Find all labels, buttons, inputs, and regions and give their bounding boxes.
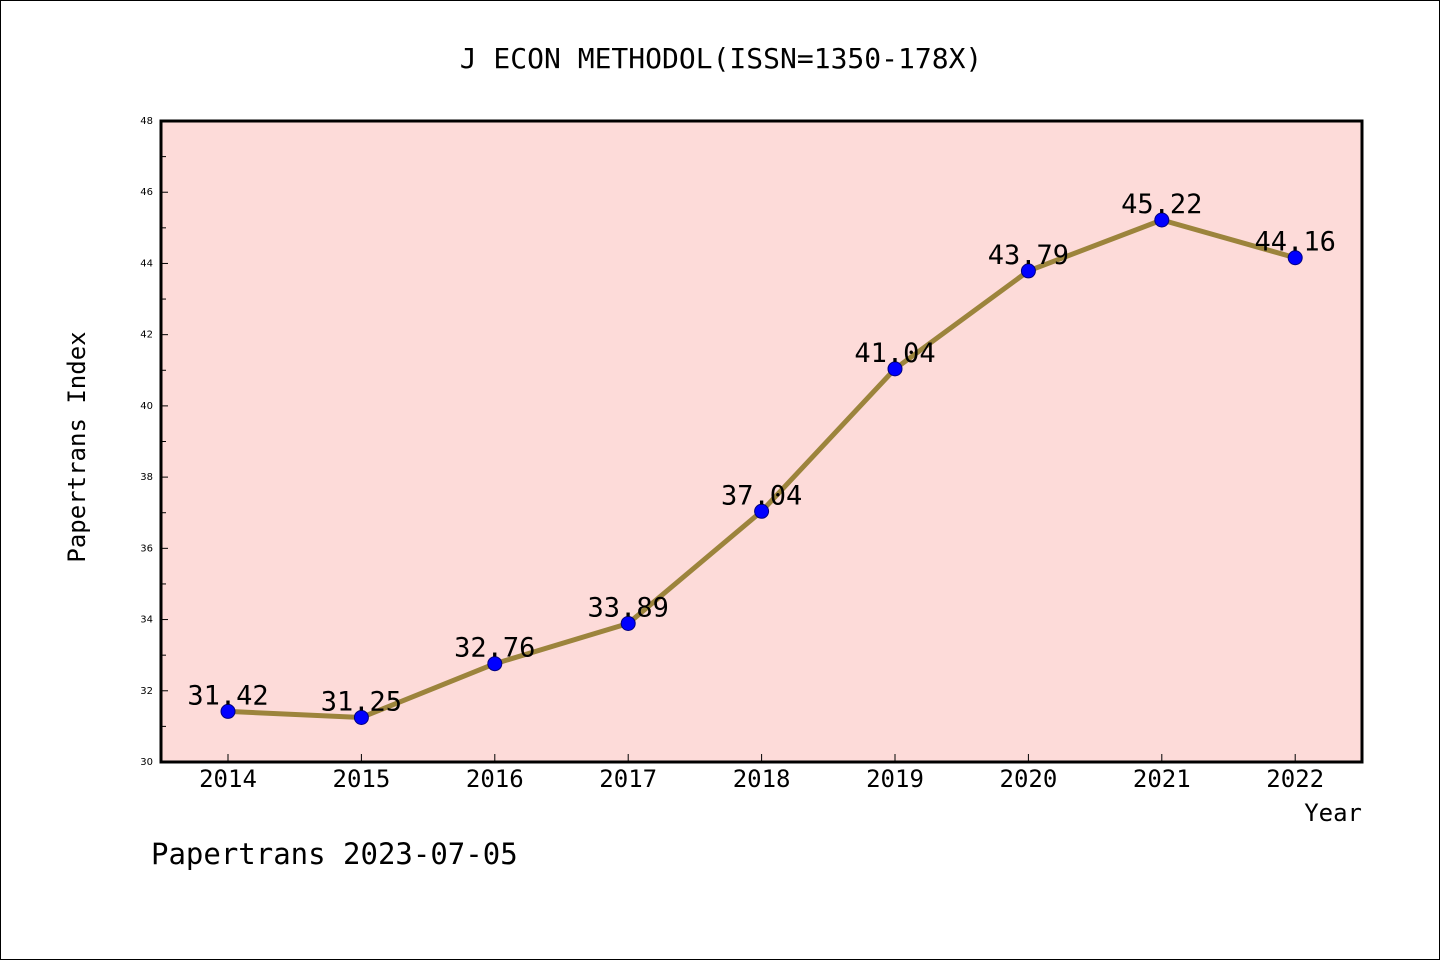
x-tick-label: 2021 — [1133, 765, 1191, 793]
data-point-marker — [1020, 263, 1036, 279]
x-axis-title: Year — [1304, 799, 1362, 827]
x-tick-label: 2016 — [466, 765, 524, 793]
data-point-label: 45.22 — [1121, 189, 1202, 220]
data-point-label: 41.04 — [854, 338, 935, 369]
chart-title: J ECON METHODOL(ISSN=1350-178X) — [460, 42, 983, 75]
data-point-marker — [754, 503, 770, 519]
data-point-marker — [353, 709, 369, 725]
y-tick-label: 40 — [140, 401, 153, 412]
x-tick-label: 2015 — [333, 765, 391, 793]
y-tick-label: 34 — [140, 615, 153, 626]
y-tick-label: 48 — [140, 116, 153, 127]
x-tick-label: 2022 — [1266, 765, 1324, 793]
y-tick-label: 38 — [140, 472, 153, 483]
data-markers — [220, 212, 1303, 725]
data-point-marker — [887, 361, 903, 377]
data-point-marker — [1287, 250, 1303, 266]
data-point-marker — [620, 615, 636, 631]
plot-area — [159, 119, 1364, 764]
y-tick-label: 42 — [140, 330, 153, 341]
x-tick-label: 2020 — [1000, 765, 1058, 793]
y-tick-label: 32 — [140, 686, 153, 697]
x-axis-ticks: 2014 2015 2016 2017 2018 2019 2020 2021 2022 — [199, 754, 1324, 793]
data-point-marker — [220, 703, 236, 719]
data-point-label: 32.76 — [454, 633, 535, 664]
data-point-label: 37.04 — [721, 480, 802, 511]
y-tick-label: 46 — [140, 187, 153, 198]
data-point-label: 43.79 — [988, 240, 1069, 271]
data-point-marker — [487, 656, 503, 672]
x-tick-label: 2018 — [733, 765, 791, 793]
y-axis-ticks: 30 32 34 36 38 40 42 44 46 48 — [140, 116, 168, 768]
data-point-marker — [1154, 212, 1170, 228]
data-point-label: 33.89 — [588, 592, 669, 623]
x-tick-label: 2019 — [866, 765, 924, 793]
x-tick-label: 2014 — [199, 765, 257, 793]
y-tick-label: 30 — [140, 757, 153, 768]
x-tick-label: 2017 — [599, 765, 657, 793]
data-point-label: 44.16 — [1255, 227, 1336, 258]
y-axis-title: Papertrans Index — [63, 331, 91, 562]
y-tick-label: 36 — [140, 543, 153, 554]
data-point-label: 31.42 — [187, 680, 268, 711]
data-labels: 31.42 31.25 32.76 33.89 37.04 41.04 43.79 45.22… — [187, 189, 1335, 717]
data-point-label: 31.25 — [321, 686, 402, 717]
footer-credit: Papertrans 2023-07-05 — [151, 837, 518, 871]
y-tick-label: 44 — [140, 258, 153, 269]
